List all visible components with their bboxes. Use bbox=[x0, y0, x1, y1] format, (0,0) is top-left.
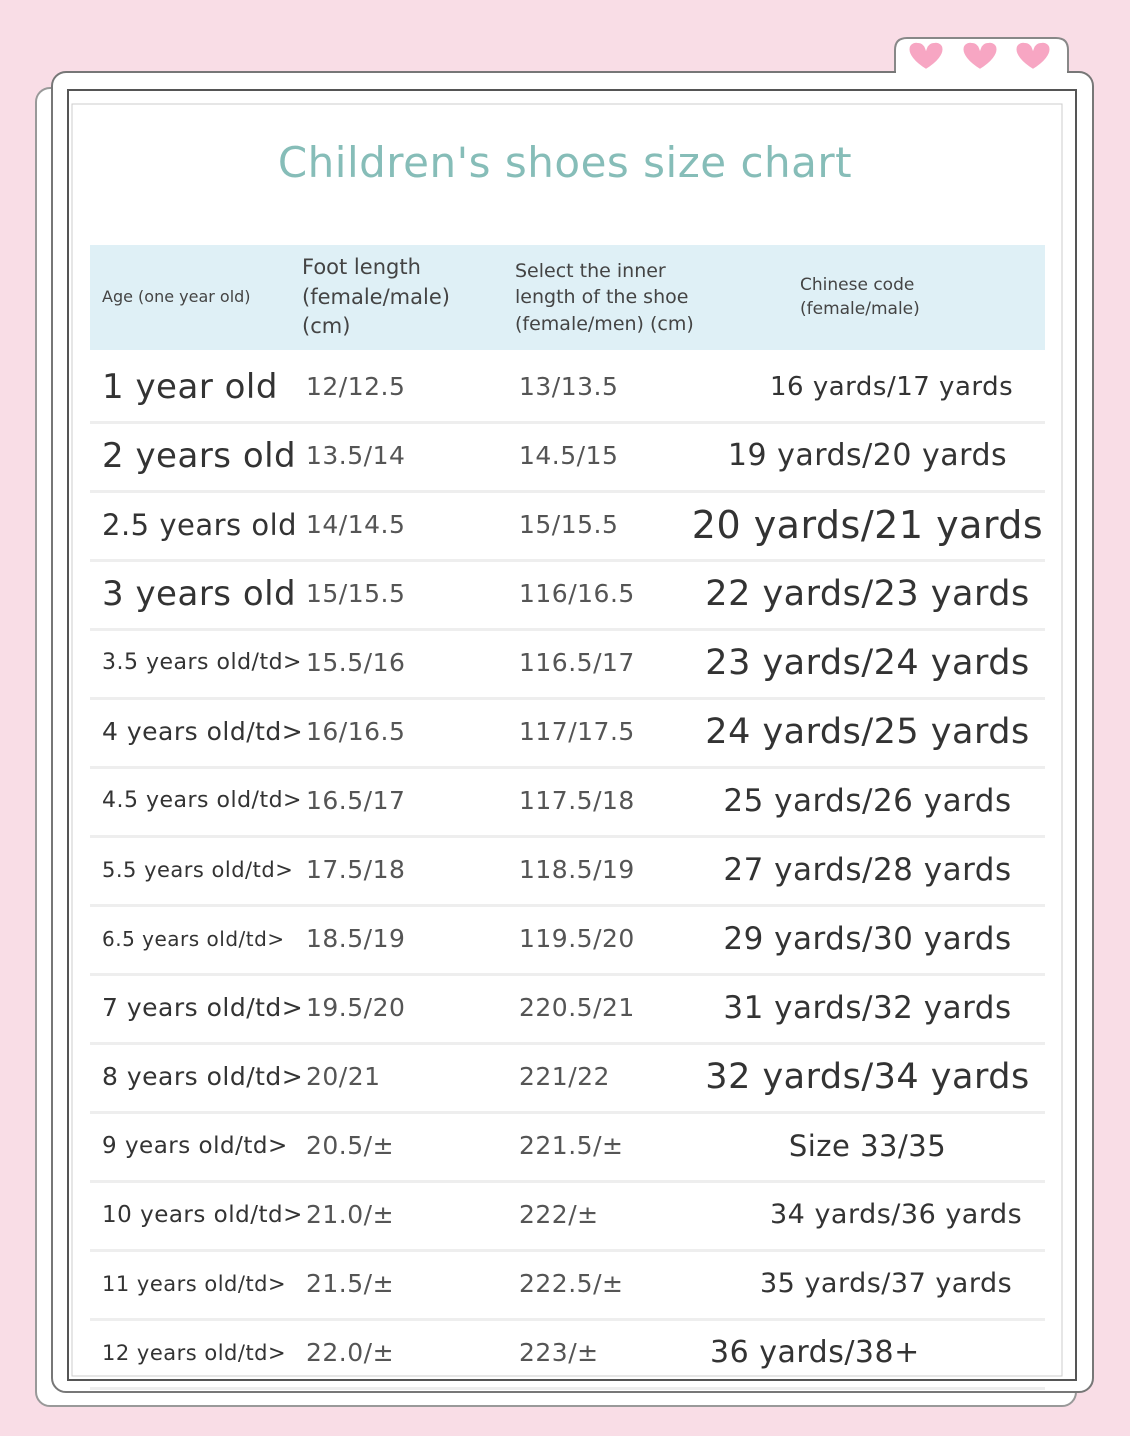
age-cell: 11 years old/td> bbox=[102, 1271, 287, 1296]
foot-length-cell: 15/15.5 bbox=[306, 579, 406, 608]
chinese-code-cell: 36 yards/38+ bbox=[710, 1335, 920, 1370]
foot-length-cell: 13.5/14 bbox=[306, 441, 406, 470]
header-cell: Age (one year old) bbox=[102, 287, 251, 307]
inner-length-cell: 222/± bbox=[519, 1200, 599, 1229]
inner-length-cell: 223/± bbox=[519, 1338, 599, 1367]
chinese-code-cell: 24 yards/25 yards bbox=[705, 711, 1030, 752]
foot-length-cell: 12/12.5 bbox=[306, 372, 406, 401]
foot-length-cell: 21.0/± bbox=[306, 1200, 395, 1229]
foot-length-cell: 15.5/16 bbox=[306, 648, 406, 677]
chinese-code-cell: 34 yards/36 yards bbox=[770, 1199, 1023, 1230]
chinese-code-cell: 35 yards/37 yards bbox=[760, 1268, 1013, 1299]
inner-length-cell: 118.5/19 bbox=[519, 855, 635, 884]
age-cell: 2 years old bbox=[102, 435, 297, 476]
age-cell: 7 years old/td> bbox=[102, 993, 304, 1022]
age-cell: 8 years old/td> bbox=[102, 1062, 304, 1091]
inner-length-cell: 221.5/± bbox=[519, 1131, 624, 1160]
age-cell: 3 years old bbox=[102, 573, 297, 614]
table-header: Age (one year old) Foot length (female/ma… bbox=[90, 245, 1045, 350]
age-cell: 2.5 years old bbox=[102, 507, 298, 542]
age-cell: 9 years old/td> bbox=[102, 1132, 288, 1159]
foot-length-cell: 21.5/± bbox=[306, 1269, 395, 1298]
header-cell: Foot length (female/male) (cm) bbox=[302, 255, 450, 339]
inner-length-cell: 116/16.5 bbox=[519, 579, 635, 608]
inner-length-cell: 119.5/20 bbox=[519, 924, 635, 953]
chinese-code-cell: 32 yards/34 yards bbox=[705, 1056, 1030, 1097]
inner-length-cell: 13/13.5 bbox=[519, 372, 619, 401]
chinese-code-cell: 16 yards/17 yards bbox=[770, 371, 1014, 402]
foot-length-cell: 18.5/19 bbox=[306, 924, 406, 953]
chinese-code-cell: 29 yards/30 yards bbox=[723, 920, 1012, 957]
inner-length-cell: 14.5/15 bbox=[519, 441, 619, 470]
foot-length-cell: 17.5/18 bbox=[306, 855, 406, 884]
chinese-code-cell: 20 yards/21 yards bbox=[691, 502, 1044, 547]
age-cell: 4 years old/td> bbox=[102, 717, 304, 746]
header-cell: Select the inner length of the shoe (fem… bbox=[515, 259, 694, 335]
table-row: 9 years old/td> 20.5/± 221.5/± Size 33/35 bbox=[90, 1111, 1045, 1183]
table-row: 2 years old 13.5/14 14.5/15 19 yards/20 yar… bbox=[90, 421, 1045, 493]
inner-length-cell: 220.5/21 bbox=[519, 993, 635, 1022]
table-row: 2.5 years old 14/14.5 15/15.5 20 yards/21 y… bbox=[90, 490, 1045, 562]
chinese-code-cell: Size 33/35 bbox=[788, 1128, 947, 1163]
table-row: 12 years old/td> 22.0/± 223/± 36 yards/38+ bbox=[90, 1318, 1045, 1390]
foot-length-cell: 16/16.5 bbox=[306, 717, 406, 746]
table-row: 10 years old/td> 21.0/± 222/± 34 yards/36 y… bbox=[90, 1180, 1045, 1252]
inner-length-cell: 221/22 bbox=[519, 1062, 610, 1091]
table-row: 1 year old 12/12.5 13/13.5 16 yards/17 yard… bbox=[90, 352, 1045, 424]
chinese-code-cell: 22 yards/23 yards bbox=[705, 573, 1030, 614]
age-cell: 3.5 years old/td> bbox=[102, 650, 302, 675]
age-cell: 5.5 years old/td> bbox=[102, 857, 294, 882]
age-cell: 4.5 years old/td> bbox=[102, 788, 302, 813]
table-row: 8 years old/td> 20/21 221/22 32 yards/34 ya… bbox=[90, 1042, 1045, 1114]
chinese-code-cell: 23 yards/24 yards bbox=[705, 642, 1030, 683]
foot-length-cell: 20/21 bbox=[306, 1062, 381, 1091]
table-row: 4.5 years old/td> 16.5/17 117.5/18 25 yards… bbox=[90, 766, 1045, 838]
foot-length-cell: 16.5/17 bbox=[306, 786, 406, 815]
age-cell: 10 years old/td> bbox=[102, 1201, 303, 1228]
foot-length-cell: 14/14.5 bbox=[306, 510, 406, 539]
header-cell: Chinese code (female/male) bbox=[800, 274, 920, 319]
chinese-code-cell: 25 yards/26 yards bbox=[723, 782, 1012, 819]
chinese-code-cell: 19 yards/20 yards bbox=[727, 438, 1008, 473]
table-row: 4 years old/td> 16/16.5 117/17.5 24 yards/2… bbox=[90, 697, 1045, 769]
table-row: 3.5 years old/td> 15.5/16 116.5/17 23 yards… bbox=[90, 628, 1045, 700]
inner-length-cell: 117/17.5 bbox=[519, 717, 635, 746]
table-row: 3 years old 15/15.5 116/16.5 22 yards/23 ya… bbox=[90, 559, 1045, 631]
table-row: 6.5 years old/td> 18.5/19 119.5/20 29 yards… bbox=[90, 904, 1045, 976]
foot-length-cell: 22.0/± bbox=[306, 1338, 395, 1367]
age-cell: 1 year old bbox=[102, 366, 278, 407]
table-row: 11 years old/td> 21.5/± 222.5/± 35 yards/37… bbox=[90, 1249, 1045, 1321]
chinese-code-cell: 31 yards/32 yards bbox=[723, 989, 1012, 1026]
age-cell: 12 years old/td> bbox=[102, 1340, 287, 1365]
chinese-code-cell: 27 yards/28 yards bbox=[723, 851, 1012, 888]
foot-length-cell: 19.5/20 bbox=[306, 993, 406, 1022]
table-row: 5.5 years old/td> 17.5/18 118.5/19 27 yards… bbox=[90, 835, 1045, 907]
age-cell: 6.5 years old/td> bbox=[102, 926, 285, 951]
title: Children's shoes size chart bbox=[277, 138, 853, 187]
inner-length-cell: 222.5/± bbox=[519, 1269, 624, 1298]
table-row: 7 years old/td> 19.5/20 220.5/21 31 yards/3… bbox=[90, 973, 1045, 1045]
foot-length-cell: 20.5/± bbox=[306, 1131, 395, 1160]
inner-length-cell: 15/15.5 bbox=[519, 510, 619, 539]
inner-length-cell: 117.5/18 bbox=[519, 786, 635, 815]
inner-length-cell: 116.5/17 bbox=[519, 648, 635, 677]
